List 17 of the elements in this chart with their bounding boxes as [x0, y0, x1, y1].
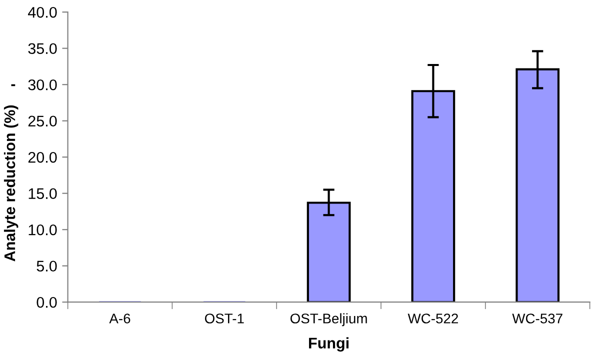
- y-axis-title: Analyte reduction (%): [4, 105, 18, 262]
- x-tick-label: OST-Beljium: [290, 313, 367, 326]
- y-tick-label: 0.0: [36, 296, 57, 308]
- x-axis-title: Fungi: [309, 337, 349, 352]
- x-tick-label: A-6: [109, 314, 130, 324]
- text: -: [11, 84, 16, 86]
- y-tick-label: 20.0: [28, 152, 57, 163]
- y-tick-label: 10.0: [28, 224, 57, 236]
- y-tick-label: 5.0: [36, 260, 57, 272]
- y-tick-label: 40.0: [28, 6, 57, 18]
- x-tick-label: WC-537: [512, 314, 562, 324]
- y-tick-label: 25.0: [28, 116, 57, 127]
- y-tick-label: 15.0: [28, 188, 57, 200]
- y-tick-label: 35.0: [28, 43, 57, 54]
- x-tick-label: WC-522: [408, 314, 458, 324]
- x-tick-label: OST-1: [204, 314, 244, 324]
- y-tick-label: 30.0: [28, 79, 57, 90]
